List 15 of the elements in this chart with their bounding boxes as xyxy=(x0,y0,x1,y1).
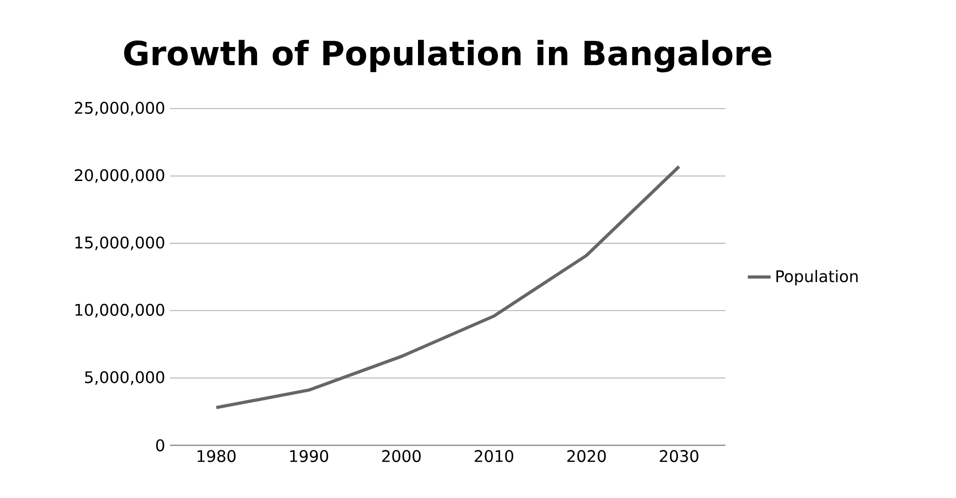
y-tick-label: 25,000,000 xyxy=(74,102,164,116)
y-tick-label: 5,000,000 xyxy=(85,371,164,385)
x-tick-label: 1990 xyxy=(290,450,328,462)
x-tick-label: 2030 xyxy=(660,450,698,462)
x-tick-label: 1980 xyxy=(198,450,236,462)
y-tick-label: 15,000,000 xyxy=(75,236,164,250)
y-tick-label: 20,000,000 xyxy=(74,169,164,183)
line-series xyxy=(214,164,681,410)
legend-label: Population xyxy=(776,270,858,286)
x-tick-label: 2000 xyxy=(382,450,421,462)
x-tick-label: 2010 xyxy=(474,450,514,462)
x-tick-label: 2020 xyxy=(567,450,606,462)
y-tick-label: 10,000,000 xyxy=(75,304,164,318)
chart-title: Growth of Population in Bangalore xyxy=(124,40,772,72)
y-tick-label: 0 xyxy=(156,439,164,452)
